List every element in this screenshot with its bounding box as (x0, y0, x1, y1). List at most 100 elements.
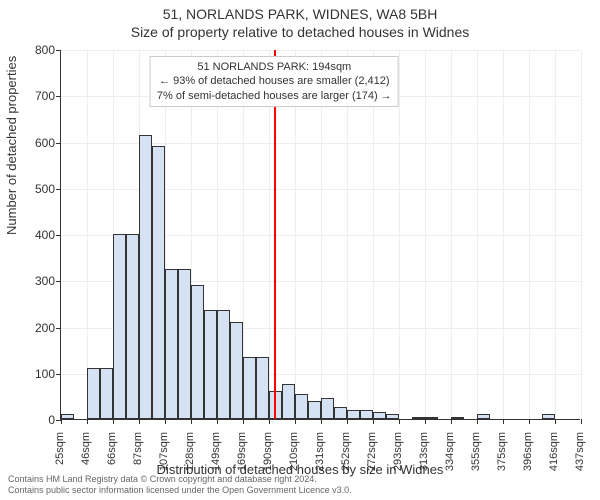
annotation-box: 51 NORLANDS PARK: 194sqm← 93% of detache… (150, 56, 399, 107)
histogram-bar (334, 407, 347, 419)
xtick-mark (399, 419, 400, 424)
gridline-v (425, 50, 426, 419)
gridline-v (503, 50, 504, 419)
gridline-v (555, 50, 556, 419)
xtick-label: 272sqm (366, 432, 378, 482)
ytick-label: 300 (15, 274, 55, 288)
xtick-label: 293sqm (392, 432, 404, 482)
ytick-label: 600 (15, 136, 55, 150)
ytick-mark (56, 281, 61, 282)
xtick-mark (477, 419, 478, 424)
chart-container: 51, NORLANDS PARK, WIDNES, WA8 5BH Size … (0, 0, 600, 500)
xtick-label: 334sqm (444, 432, 456, 482)
xtick-mark (321, 419, 322, 424)
histogram-bar (542, 414, 555, 419)
xtick-label: 375sqm (496, 432, 508, 482)
histogram-bar (230, 322, 243, 419)
footer-line-2: Contains public sector information licen… (8, 485, 352, 496)
histogram-bar (360, 410, 373, 419)
ytick-label: 100 (15, 367, 55, 381)
xtick-mark (555, 419, 556, 424)
histogram-bar (178, 269, 191, 419)
histogram-bar (243, 357, 256, 419)
xtick-mark (139, 419, 140, 424)
xtick-label: 313sqm (418, 432, 430, 482)
xtick-mark (425, 419, 426, 424)
histogram-bar (217, 310, 230, 419)
histogram-bar (152, 146, 165, 419)
histogram-bar (282, 384, 295, 419)
histogram-bar (308, 401, 321, 420)
xtick-label: 252sqm (340, 432, 352, 482)
ytick-mark (56, 143, 61, 144)
plot-area: 51 NORLANDS PARK: 194sqm← 93% of detache… (60, 50, 580, 420)
xtick-label: 87sqm (132, 432, 144, 482)
xtick-label: 210sqm (288, 432, 300, 482)
title-line-2: Size of property relative to detached ho… (0, 24, 600, 40)
xtick-mark (243, 419, 244, 424)
xtick-mark (503, 419, 504, 424)
gridline-v (529, 50, 530, 419)
xtick-label: 190sqm (262, 432, 274, 482)
xtick-mark (61, 419, 62, 424)
xtick-mark (191, 419, 192, 424)
xtick-label: 128sqm (184, 432, 196, 482)
histogram-bar (87, 368, 100, 419)
xtick-mark (451, 419, 452, 424)
histogram-bar (113, 234, 126, 419)
histogram-bar (347, 410, 360, 419)
histogram-bar (100, 368, 113, 419)
title-line-1: 51, NORLANDS PARK, WIDNES, WA8 5BH (0, 6, 600, 22)
xtick-mark (347, 419, 348, 424)
xtick-label: 396sqm (522, 432, 534, 482)
xtick-mark (373, 419, 374, 424)
gridline-v (477, 50, 478, 419)
gridline-v (399, 50, 400, 419)
histogram-bar (373, 412, 386, 419)
xtick-mark (165, 419, 166, 424)
xtick-label: 416sqm (548, 432, 560, 482)
ytick-label: 200 (15, 321, 55, 335)
histogram-bar (126, 234, 139, 419)
ytick-mark (56, 374, 61, 375)
xtick-mark (113, 419, 114, 424)
ytick-mark (56, 235, 61, 236)
histogram-bar (321, 398, 334, 419)
xtick-mark (87, 419, 88, 424)
xtick-mark (529, 419, 530, 424)
xtick-label: 66sqm (106, 432, 118, 482)
xtick-mark (581, 419, 582, 424)
ytick-mark (56, 50, 61, 51)
annotation-line-1: 51 NORLANDS PARK: 194sqm (157, 60, 392, 74)
histogram-bar (191, 285, 204, 419)
ytick-label: 0 (15, 413, 55, 427)
xtick-label: 46sqm (80, 432, 92, 482)
xtick-label: 25sqm (54, 432, 66, 482)
ytick-mark (56, 328, 61, 329)
ytick-mark (56, 189, 61, 190)
ytick-label: 500 (15, 182, 55, 196)
histogram-bar (295, 394, 308, 419)
histogram-bar (477, 414, 490, 419)
ytick-label: 400 (15, 228, 55, 242)
xtick-label: 231sqm (314, 432, 326, 482)
xtick-label: 149sqm (210, 432, 222, 482)
annotation-line-3: 7% of semi-detached houses are larger (1… (157, 89, 392, 103)
histogram-bar (386, 414, 399, 419)
histogram-bar (412, 417, 425, 419)
histogram-bar (61, 414, 74, 419)
xtick-label: 437sqm (574, 432, 586, 482)
xtick-mark (269, 419, 270, 424)
gridline-v (451, 50, 452, 419)
annotation-line-2: ← 93% of detached houses are smaller (2,… (157, 74, 392, 88)
ytick-label: 800 (15, 43, 55, 57)
ytick-mark (56, 96, 61, 97)
xtick-mark (295, 419, 296, 424)
gridline-v (581, 50, 582, 419)
histogram-bar (204, 310, 217, 419)
histogram-bar (256, 357, 269, 419)
ytick-label: 700 (15, 89, 55, 103)
gridline-v (87, 50, 88, 419)
histogram-bar (451, 417, 464, 419)
xtick-label: 355sqm (470, 432, 482, 482)
